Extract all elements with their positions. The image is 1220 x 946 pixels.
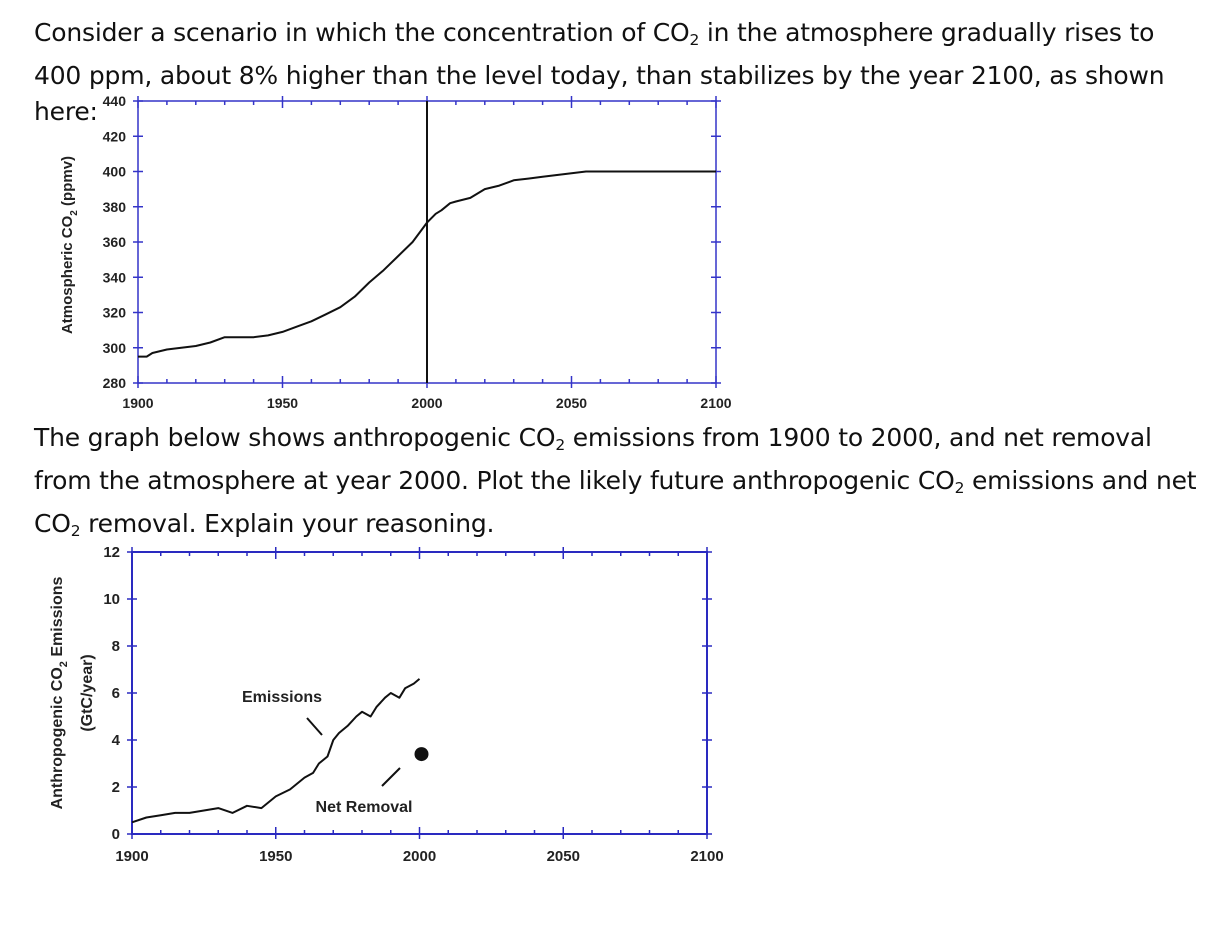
- intro-text-after: in the atmosphere gradually rises to 400…: [34, 18, 1165, 126]
- y-tick-label: 440: [103, 93, 127, 109]
- co2-concentration-chart: 1900 1950 2000 2050 2100 280 300 320 340 360 380 40…: [59, 93, 732, 411]
- y-tick-label: 340: [103, 269, 127, 285]
- series-line-0: [138, 170, 716, 358]
- y-tick-label: 0: [112, 826, 120, 843]
- y-tick-label: 300: [103, 340, 127, 356]
- y-tick-label: 10: [103, 591, 120, 608]
- y-axis-label-main: Anthropogenic CO: [49, 667, 66, 809]
- y-axis-label-units: (GtC/year): [79, 654, 96, 731]
- question-subscript-1: 2: [555, 435, 565, 454]
- question-text-part3: emissions and net CO: [34, 465, 1197, 538]
- x-tick-label: 1900: [122, 395, 153, 411]
- question-text-part1: The graph below shows anthropogenic CO: [34, 423, 556, 452]
- y-tick-label: 380: [103, 199, 127, 215]
- y-tick-label: 8: [112, 638, 120, 655]
- emissions-annotation-pointer: [306, 717, 323, 736]
- question-text-part2: emissions from 1900 to 2000, and net rem…: [34, 423, 1152, 495]
- x-tick-label: 1950: [267, 395, 298, 411]
- y-axis-label: Anthropogenic CO2 Emissions: [49, 576, 70, 809]
- question-text-part4: removal. Explain your reasoning.: [80, 508, 495, 538]
- net-removal-annotation-label: Net Removal: [316, 799, 413, 816]
- x-tick-label: 1900: [115, 848, 148, 865]
- x-tick-label: 2000: [411, 395, 442, 411]
- y-tick-label: 4: [112, 732, 121, 749]
- intro-text-before: Consider a scenario in which the concent…: [34, 18, 690, 47]
- question-subscript-2: 2: [954, 478, 965, 497]
- x-tick-label: 1950: [259, 848, 292, 865]
- intro-subscript: 2: [689, 30, 700, 49]
- series-line-emissions: [131, 678, 421, 824]
- intro-paragraph: Consider a scenario in which the concent…: [34, 15, 1204, 130]
- y-axis-label-sub: 2: [69, 210, 80, 216]
- y-tick-label: 400: [103, 164, 127, 180]
- emissions-annotation-label: Emissions: [242, 689, 322, 706]
- y-axis-label-sub: 2: [58, 661, 70, 667]
- y-tick-label: 420: [103, 128, 127, 144]
- net-removal-annotation-pointer: [381, 767, 401, 787]
- x-tick-label: 2100: [700, 395, 731, 411]
- y-axis-label-unit: Emissions: [49, 576, 66, 661]
- y-tick-label: 360: [103, 234, 127, 250]
- y-tick-label: 12: [103, 544, 120, 561]
- x-tick-label: 2000: [403, 848, 436, 865]
- x-tick-label: 2050: [556, 395, 587, 411]
- y-tick-label: 2: [112, 779, 120, 796]
- question-paragraph: The graph below shows anthropogenic CO2 …: [34, 420, 1204, 549]
- net-removal-point: [414, 747, 429, 762]
- x-tick-label: 2050: [547, 848, 580, 865]
- y-tick-label: 6: [112, 685, 120, 702]
- x-tick-label: 2100: [690, 848, 723, 865]
- y-tick-label: 320: [103, 305, 127, 321]
- y-axis-label-unit: (ppmv): [59, 156, 76, 210]
- y-axis-label: Atmospheric CO2 (ppmv): [59, 156, 80, 334]
- y-tick-label: 280: [103, 375, 127, 391]
- y-axis-label-main: Atmospheric CO: [59, 215, 76, 334]
- plot-frame: [131, 551, 708, 835]
- question-subscript-3: 2: [70, 521, 81, 540]
